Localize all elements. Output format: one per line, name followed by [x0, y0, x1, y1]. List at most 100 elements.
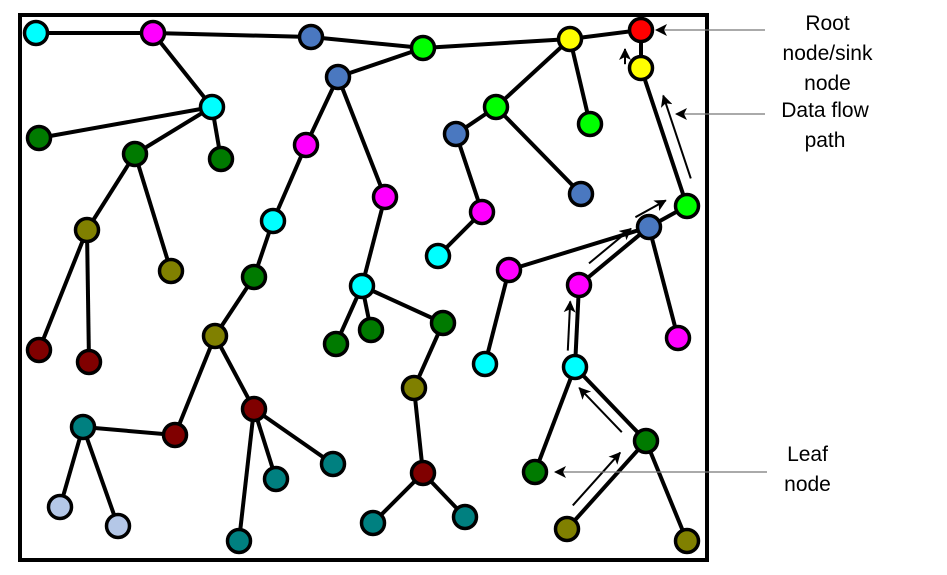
sensor-node [157, 257, 185, 285]
leaf-node-label: Leaf node [784, 443, 831, 496]
sensor-node [451, 503, 479, 531]
sensor-node [46, 493, 74, 521]
sensor-node [322, 330, 350, 358]
sensor-node [371, 183, 399, 211]
sensor-node [565, 271, 593, 299]
sensor-node [635, 213, 663, 241]
edge [151, 31, 214, 109]
sensor-node [495, 256, 523, 284]
sensor-node [262, 465, 290, 493]
sensor-node [567, 180, 595, 208]
sensor-node [104, 512, 132, 540]
edge [533, 366, 577, 473]
sensor-node [25, 124, 53, 152]
sensor-node [424, 242, 452, 270]
edge [573, 284, 581, 368]
edge [647, 226, 680, 339]
sensor-node [409, 459, 437, 487]
edge [577, 225, 651, 287]
edge [152, 31, 312, 39]
sensor-node [482, 93, 510, 121]
edge [237, 408, 256, 542]
edge [310, 35, 424, 50]
edge [58, 426, 85, 508]
sensor-node [521, 458, 549, 486]
edge [271, 144, 308, 222]
edge [337, 46, 424, 79]
sensor-node [409, 34, 437, 62]
sensor-node [69, 413, 97, 441]
sensor-node [556, 25, 584, 53]
edge [133, 105, 214, 156]
sensor-node [471, 350, 499, 378]
edge [508, 225, 650, 272]
edges [36, 28, 689, 542]
edge [133, 153, 173, 272]
sensor-node [627, 54, 655, 82]
sensor-node [429, 309, 457, 337]
sensor-node [25, 336, 53, 364]
sensor-node [292, 131, 320, 159]
data-flow-arrow [572, 451, 621, 507]
sensor-node [348, 272, 376, 300]
edge [565, 439, 648, 531]
sensor-node [664, 324, 692, 352]
data-flow-path-label: Data flow path [781, 99, 869, 152]
sensor-node [75, 348, 103, 376]
edge [644, 440, 689, 542]
sensor-node [357, 316, 385, 344]
edge [454, 133, 484, 213]
edge [422, 37, 571, 50]
edge [483, 269, 511, 365]
data-flow-arrow [634, 199, 667, 219]
annotation-pointers [554, 24, 767, 478]
edge [173, 335, 217, 436]
edge [85, 229, 91, 363]
sensor-node [240, 395, 268, 423]
sensor-node [324, 63, 352, 91]
sensor-node [225, 527, 253, 555]
sensor-node [198, 93, 226, 121]
edge [336, 76, 387, 198]
edge [573, 365, 648, 443]
sensor-node [240, 263, 268, 291]
sensor-node [632, 427, 660, 455]
sensor-node [161, 421, 189, 449]
edge [252, 407, 335, 466]
sensor-node [468, 198, 496, 226]
sensor-node [673, 192, 701, 220]
edge [494, 105, 583, 196]
edge [213, 335, 256, 410]
sensor-node [561, 353, 589, 381]
edge [568, 38, 592, 125]
sensor-node [121, 140, 149, 168]
sensor-node [201, 322, 229, 350]
data-flow-arrows [563, 48, 692, 507]
edge [494, 37, 572, 109]
sensor-node [297, 23, 325, 51]
edge [38, 105, 213, 140]
edge [639, 67, 689, 207]
root-node-label: Root node/sink node [782, 12, 873, 95]
sensor-node [139, 19, 167, 47]
sensor-node [22, 19, 50, 47]
edge [360, 196, 387, 287]
sensor-node [673, 527, 701, 555]
sensor-node [359, 509, 387, 537]
edge [412, 387, 425, 474]
sensor-node [400, 374, 428, 402]
edge [37, 229, 89, 351]
edge [85, 152, 137, 232]
sensor-node [442, 120, 470, 148]
data-flow-arrow [660, 94, 692, 179]
sensor-node [319, 450, 347, 478]
edge [82, 425, 176, 437]
nodes [22, 16, 701, 555]
edge [361, 284, 444, 325]
data-flow-arrow [563, 300, 576, 351]
edge [81, 426, 120, 527]
sensor-node [73, 216, 101, 244]
data-flow-arrow [588, 227, 632, 265]
network-area-border [18, 13, 709, 562]
